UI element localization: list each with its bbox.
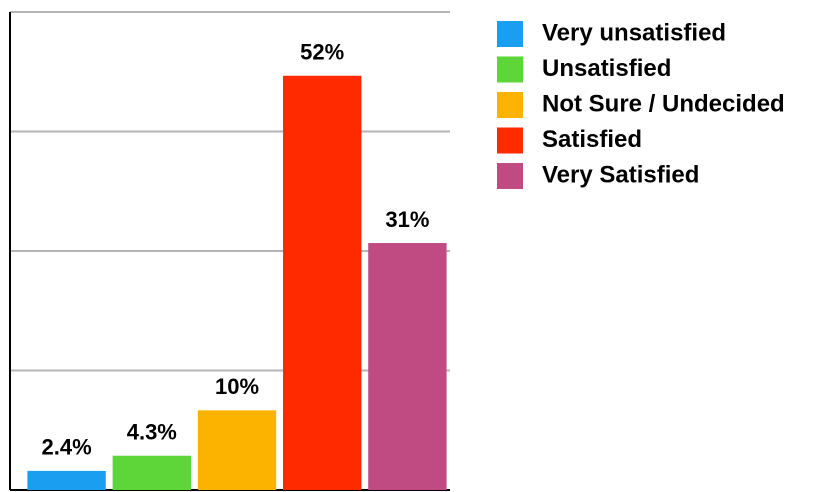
value-label: 52% bbox=[300, 40, 344, 65]
value-label: 31% bbox=[385, 207, 429, 232]
bar bbox=[112, 455, 191, 490]
legend-swatch bbox=[497, 127, 523, 154]
value-label: 4.3% bbox=[127, 420, 177, 445]
legend-swatch bbox=[497, 21, 523, 47]
value-label: 2.4% bbox=[42, 435, 92, 460]
legend-label: Unsatisfied bbox=[542, 55, 671, 82]
legend-label: Not Sure / Undecided bbox=[542, 90, 785, 117]
bar bbox=[368, 243, 447, 490]
bar bbox=[197, 410, 277, 490]
legend-swatch bbox=[497, 56, 523, 83]
bar bbox=[27, 470, 106, 490]
value-label: 10% bbox=[215, 374, 259, 399]
legend-swatch bbox=[497, 92, 523, 118]
legend-swatch bbox=[497, 163, 523, 189]
bar bbox=[283, 75, 362, 490]
legend-label: Very Satisfied bbox=[542, 161, 699, 188]
legend-label: Very unsatisfied bbox=[542, 19, 726, 46]
legend-label: Satisfied bbox=[542, 126, 642, 153]
